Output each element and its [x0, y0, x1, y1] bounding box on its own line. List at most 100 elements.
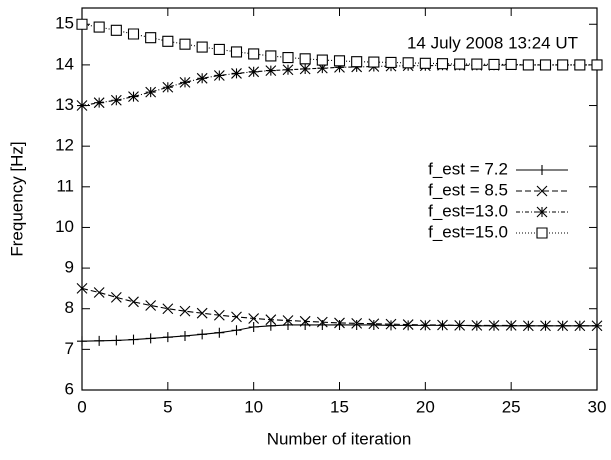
marker — [334, 319, 345, 330]
marker — [196, 72, 208, 84]
y-tick-label: 6 — [65, 379, 74, 398]
marker — [557, 320, 569, 332]
x-tick-label: 0 — [77, 397, 86, 416]
marker — [162, 303, 174, 315]
marker — [76, 100, 88, 111]
marker — [248, 313, 260, 324]
annotation: 14 July 2008 13:24 UT — [407, 33, 578, 52]
marker — [213, 309, 225, 321]
y-tick-label: 14 — [55, 54, 74, 73]
marker — [110, 24, 122, 36]
marker — [591, 59, 603, 71]
marker — [282, 315, 294, 326]
marker — [248, 66, 260, 78]
y-tick-label: 8 — [65, 298, 74, 317]
marker — [128, 334, 139, 345]
marker — [145, 333, 156, 344]
marker — [162, 81, 174, 93]
marker — [94, 335, 105, 346]
marker — [316, 316, 328, 328]
marker — [299, 63, 311, 75]
marker — [334, 317, 345, 329]
marker — [402, 319, 414, 330]
y-tick-label: 10 — [55, 217, 74, 236]
legend-label: f_est=15.0 — [428, 222, 508, 241]
marker — [77, 336, 87, 347]
marker — [316, 62, 328, 74]
marker — [557, 59, 569, 71]
marker — [230, 46, 243, 58]
y-tick-label: 7 — [65, 339, 74, 358]
marker — [196, 307, 208, 319]
marker — [591, 320, 603, 332]
marker — [299, 315, 311, 327]
marker — [231, 68, 242, 79]
marker — [522, 59, 534, 71]
marker — [488, 319, 500, 331]
marker — [522, 320, 534, 332]
marker — [471, 319, 483, 331]
x-tick-label: 30 — [588, 397, 607, 416]
marker — [248, 322, 259, 333]
marker — [110, 291, 122, 303]
marker — [351, 56, 363, 68]
marker — [471, 58, 483, 70]
marker — [351, 319, 362, 330]
y-tick-label: 15 — [55, 14, 74, 33]
marker — [333, 55, 346, 67]
marker — [437, 319, 448, 331]
y-tick-label: 9 — [65, 258, 74, 277]
marker — [213, 43, 225, 56]
marker — [179, 76, 191, 88]
marker — [386, 320, 396, 331]
y-tick-label: 13 — [55, 95, 74, 114]
marker — [76, 283, 88, 294]
marker — [351, 317, 363, 329]
marker — [145, 86, 157, 98]
marker — [179, 38, 191, 50]
marker — [197, 329, 208, 340]
marker — [505, 58, 517, 71]
marker — [162, 332, 173, 343]
x-tick-label: 15 — [330, 397, 349, 416]
marker — [196, 41, 208, 53]
marker — [488, 58, 500, 71]
marker — [385, 56, 397, 69]
marker — [110, 94, 122, 106]
marker — [368, 56, 380, 68]
y-tick-label: 11 — [56, 176, 74, 195]
legend-label: f_est = 8.5 — [428, 180, 508, 199]
marker — [265, 65, 277, 76]
x-tick-label: 20 — [416, 397, 435, 416]
marker — [145, 300, 157, 311]
marker — [505, 319, 517, 331]
legend-marker — [537, 165, 547, 175]
marker — [282, 64, 294, 76]
legend-marker — [536, 206, 548, 218]
legend-label: f_est = 7.2 — [428, 159, 508, 178]
marker — [111, 335, 122, 346]
x-tick-label: 25 — [502, 397, 521, 416]
marker — [214, 327, 225, 338]
marker — [419, 319, 431, 331]
marker — [436, 58, 449, 70]
marker — [179, 305, 191, 317]
marker — [540, 320, 551, 332]
marker — [402, 57, 414, 69]
marker — [368, 319, 379, 330]
marker — [316, 54, 328, 66]
marker — [454, 58, 466, 70]
marker — [283, 319, 293, 330]
marker — [145, 32, 157, 44]
marker — [419, 57, 431, 69]
marker — [574, 320, 586, 332]
marker — [213, 70, 225, 81]
marker — [93, 287, 105, 298]
marker — [231, 311, 242, 323]
marker — [128, 91, 139, 102]
marker — [127, 28, 140, 40]
marker — [539, 59, 552, 71]
marker — [180, 330, 190, 341]
marker — [162, 35, 174, 47]
